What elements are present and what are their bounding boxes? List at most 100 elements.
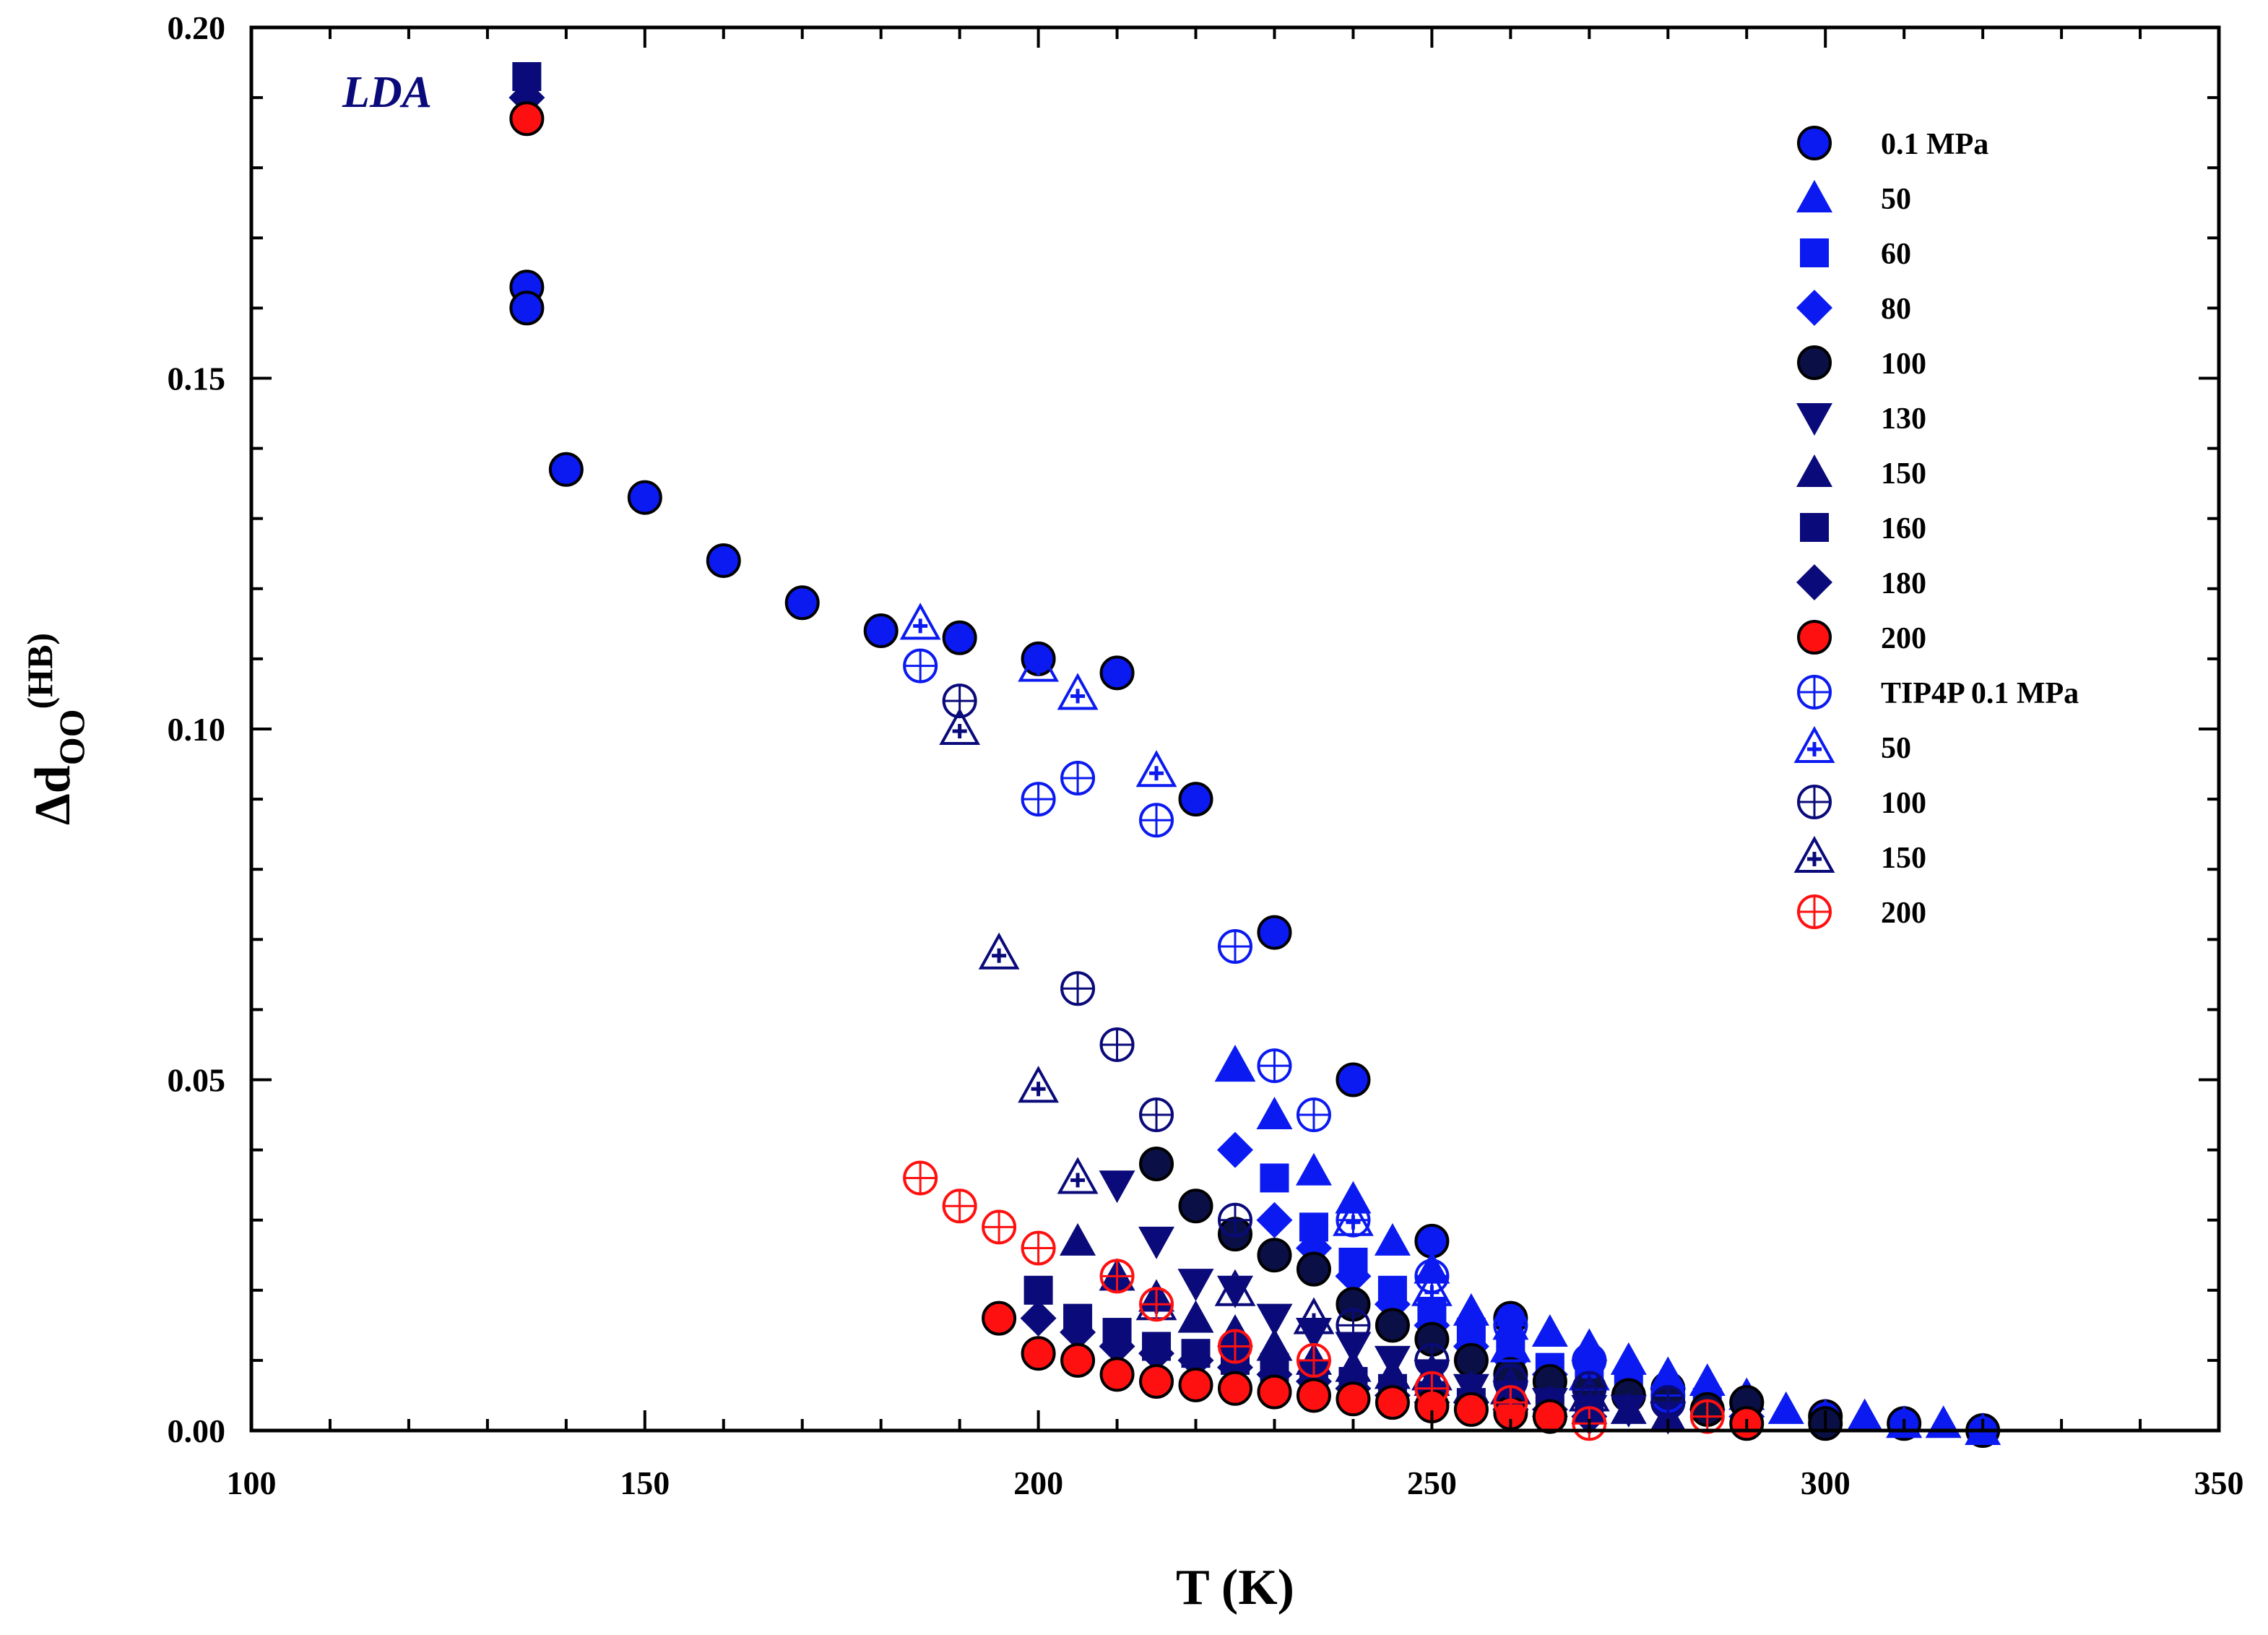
y-axis-title-sub: OO [51,709,92,765]
legend-marker [1797,894,1832,929]
data-point [1021,1336,1056,1371]
data-point [982,1209,1017,1245]
data-point [1296,1378,1331,1413]
x-tick-label: 350 [2194,1464,2244,1501]
data-point [1057,1157,1099,1194]
data-point [942,620,977,655]
data-point [1260,1163,1289,1193]
data-point [1139,1364,1174,1399]
legend: 0.1 MPa 50 60 80 100 130 150 160 180 200 TIP4P 0.1… [1793,126,2079,930]
data-point [1375,1385,1410,1420]
data-point [1411,1269,1453,1306]
y-axis-title-sup: (HB) [20,633,60,709]
data-point [1532,1399,1567,1434]
data-point [1453,1293,1489,1326]
data-point [1021,1230,1056,1266]
data-point [1138,1335,1175,1372]
data-point [1846,1398,1883,1431]
legend-label: 100 [1881,787,1926,820]
data-point [1178,1367,1213,1402]
data-point [1178,782,1213,817]
data-point [1374,1222,1411,1256]
axis-ticks [250,26,2220,1432]
data-point [1296,1251,1331,1287]
legend-label: 200 [1881,897,1926,930]
data-point [1060,1222,1096,1256]
legend-marker [1796,290,1832,326]
data-point [706,543,741,578]
data-point [1257,1048,1292,1084]
data-point [1336,1062,1371,1097]
data-point [1489,1325,1531,1363]
legend-label: 60 [1881,238,1911,271]
data-point [903,648,938,683]
data-point [627,480,662,515]
data-point [903,1160,938,1196]
series-0 [509,269,2001,1448]
data-point [1178,1188,1213,1224]
data-point [1139,1147,1174,1182]
legend-label: 200 [1881,622,1926,655]
y-axis-title: ΔdOO(HB) [20,633,92,825]
series-7 [512,61,1604,1424]
data-point [1336,1308,1371,1343]
legend-label: 50 [1881,732,1911,765]
data-point [1256,1328,1293,1361]
data-point [1018,644,1059,682]
x-tick-label: 250 [1407,1464,1457,1501]
data-point [1214,1269,1256,1306]
series-13 [939,707,1610,1412]
data-point [1139,1097,1174,1133]
data-markers [508,61,2001,1448]
legend-marker [1793,725,1835,763]
data-point [1610,1391,1647,1424]
data-point [1610,1342,1647,1375]
legend-marker [1797,620,1832,655]
data-point [509,101,545,137]
data-point [1060,760,1096,795]
legend-marker [1796,180,1832,212]
data-point [939,707,981,745]
data-point [1333,1199,1374,1236]
tick-labels: 100 150 200 250 300 350 0.00 0.05 0.10 0.15 0.20 [168,9,2244,1501]
legend-label: 50 [1881,183,1911,216]
data-point [1060,1342,1096,1378]
data-point [1257,1374,1292,1410]
data-point [1256,1202,1293,1238]
legend-label: 130 [1881,402,1926,436]
legend-marker [1796,564,1832,600]
data-point [1493,1385,1528,1420]
data-point [1257,915,1292,950]
x-tick-label: 300 [1801,1464,1851,1501]
data-point [1099,1027,1135,1062]
data-point [1177,1300,1214,1333]
data-point [1493,1308,1528,1343]
data-point [1531,1314,1568,1347]
data-point [982,1300,1017,1336]
y-tick-label: 0.00 [168,1412,226,1449]
x-tick-label: 200 [1013,1464,1063,1501]
legend-marker [1797,345,1832,380]
data-point [784,585,820,621]
data-point [1018,1066,1059,1103]
data-point [1099,1170,1135,1204]
data-point [1689,1363,1726,1397]
data-point [1138,1226,1175,1259]
legend-marker [1796,403,1832,436]
legend-marker [1800,513,1829,542]
data-point [1256,1303,1293,1337]
data-point [1295,1152,1332,1186]
data-point [1139,803,1174,838]
x-tick-label: 100 [227,1464,277,1501]
data-point [1256,1097,1293,1130]
data-point [1375,1308,1410,1343]
series-9 [509,101,1765,1441]
data-point [1099,1259,1135,1294]
data-point [1335,1258,1372,1295]
data-point [1218,1202,1252,1238]
data-point [1177,1342,1214,1379]
legend-label: 150 [1881,842,1926,875]
data-point [1925,1405,1962,1438]
data-point [1296,1097,1331,1133]
legend-label: 150 [1881,457,1926,491]
